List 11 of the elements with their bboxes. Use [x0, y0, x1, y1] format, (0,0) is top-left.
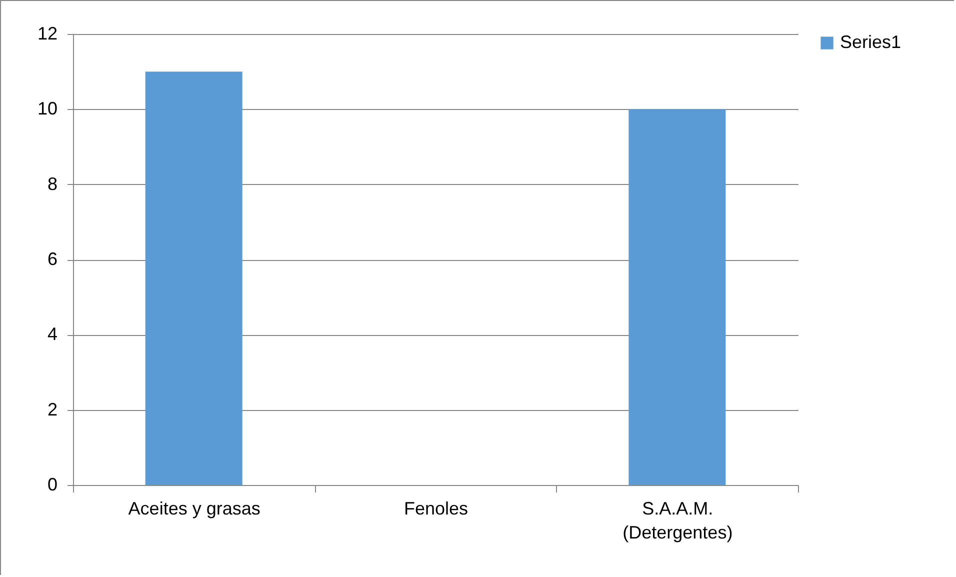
x-tick-label: Aceites y grasas: [128, 498, 260, 518]
y-tick-label: 0: [47, 474, 58, 494]
y-tick-label: 8: [47, 174, 58, 194]
y-tick-label: 2: [47, 399, 58, 420]
y-tick-label: 4: [47, 324, 58, 344]
y-tick-label: 10: [37, 98, 58, 119]
x-tick-label: S.A.A.M. (Detergentes): [622, 498, 733, 542]
legend-label: Series1: [840, 32, 902, 52]
x-tick-label: Fenoles: [404, 498, 468, 518]
y-tick-label: 6: [47, 249, 58, 269]
y-tick-label: 12: [37, 24, 58, 44]
